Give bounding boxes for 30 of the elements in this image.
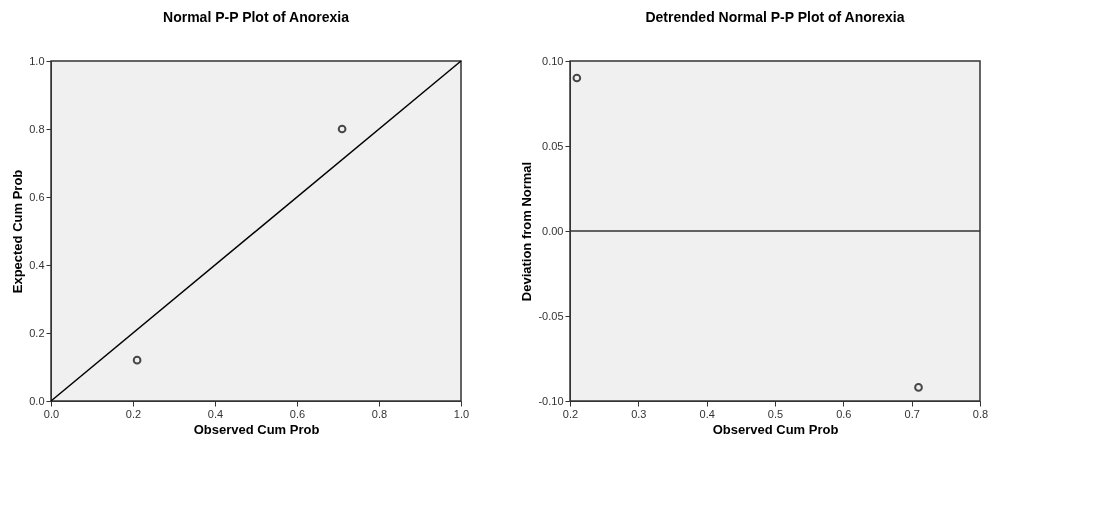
x-axis-title: Observed Cum Prob bbox=[193, 421, 320, 437]
x-tick-label: 1.0 bbox=[453, 407, 470, 420]
y-tick-label: -0.05 bbox=[538, 309, 564, 322]
x-tick-label: 0.2 bbox=[125, 407, 142, 420]
x-tick-label: 0.0 bbox=[43, 407, 60, 420]
x-tick-label: 0.2 bbox=[562, 407, 579, 420]
y-axis-title: Expected Cum Prob bbox=[10, 169, 26, 294]
y-tick-label: 0.05 bbox=[542, 139, 564, 152]
y-tick-label: 1.0 bbox=[29, 54, 45, 67]
y-tick-label: 0.4 bbox=[29, 258, 45, 271]
y-tick-label: 0.0 bbox=[29, 394, 45, 407]
y-tick-label: -0.10 bbox=[538, 394, 564, 407]
x-tick-label: 0.7 bbox=[904, 407, 920, 420]
x-tick-label: 0.6 bbox=[836, 407, 852, 420]
x-tick-label: 0.4 bbox=[699, 407, 715, 420]
x-tick-label: 0.8 bbox=[371, 407, 388, 420]
x-tick-label: 0.5 bbox=[767, 407, 784, 420]
y-tick-label: 0.6 bbox=[29, 190, 45, 203]
y-tick-label: 0.10 bbox=[542, 54, 564, 67]
x-tick-label: 0.8 bbox=[972, 407, 989, 420]
chart-title: Normal P-P Plot of Anorexia bbox=[163, 9, 350, 25]
x-axis-title: Observed Cum Prob bbox=[712, 421, 839, 437]
x-tick-label: 0.6 bbox=[289, 407, 306, 420]
chart-title: Detrended Normal P-P Plot of Anorexia bbox=[645, 9, 905, 25]
y-axis-title: Deviation from Normal bbox=[519, 161, 535, 302]
y-tick-label: 0.8 bbox=[29, 122, 45, 135]
y-tick-label: 0.00 bbox=[542, 224, 564, 237]
x-tick-label: 0.3 bbox=[631, 407, 647, 420]
y-tick-label: 0.2 bbox=[29, 326, 45, 339]
x-tick-label: 0.4 bbox=[207, 407, 224, 420]
